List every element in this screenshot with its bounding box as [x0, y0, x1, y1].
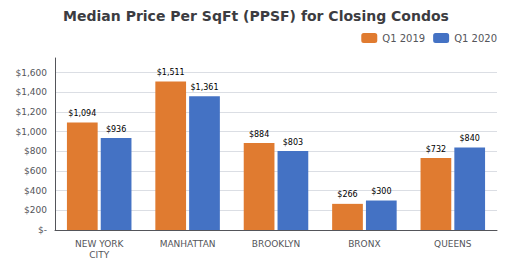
- svg-text:$400: $400: [24, 186, 47, 196]
- svg-text:NEW YORK: NEW YORK: [75, 239, 125, 249]
- svg-text:$1,400: $1,400: [16, 87, 48, 97]
- svg-text:$200: $200: [24, 205, 47, 215]
- svg-text:$1,511: $1,511: [157, 68, 185, 77]
- svg-text:$732: $732: [426, 145, 446, 154]
- svg-text:$800: $800: [24, 146, 47, 156]
- svg-text:Q1 2020: Q1 2020: [454, 33, 497, 44]
- svg-text:$-: $-: [38, 225, 47, 235]
- svg-text:$884: $884: [249, 130, 269, 139]
- svg-text:$1,600: $1,600: [16, 68, 48, 78]
- svg-text:CITY: CITY: [89, 250, 109, 260]
- svg-text:$600: $600: [24, 166, 47, 176]
- svg-text:MANHATTAN: MANHATTAN: [160, 239, 216, 249]
- svg-text:$266: $266: [337, 190, 357, 199]
- svg-text:$936: $936: [106, 125, 126, 134]
- svg-text:Median Price Per SqFt (PPSF) f: Median Price Per SqFt (PPSF) for Closing…: [63, 8, 449, 24]
- svg-text:$1,200: $1,200: [16, 107, 48, 117]
- svg-text:Q1 2019: Q1 2019: [382, 33, 425, 44]
- svg-text:BROOKLYN: BROOKLYN: [252, 239, 301, 249]
- svg-text:$1,000: $1,000: [16, 127, 48, 137]
- svg-text:$1,361: $1,361: [191, 83, 219, 92]
- svg-text:$300: $300: [371, 187, 391, 196]
- svg-text:QUEENS: QUEENS: [434, 239, 472, 249]
- svg-text:$803: $803: [283, 138, 303, 147]
- svg-text:BRONX: BRONX: [348, 239, 380, 249]
- svg-text:$840: $840: [460, 134, 480, 143]
- svg-text:$1,094: $1,094: [68, 109, 96, 118]
